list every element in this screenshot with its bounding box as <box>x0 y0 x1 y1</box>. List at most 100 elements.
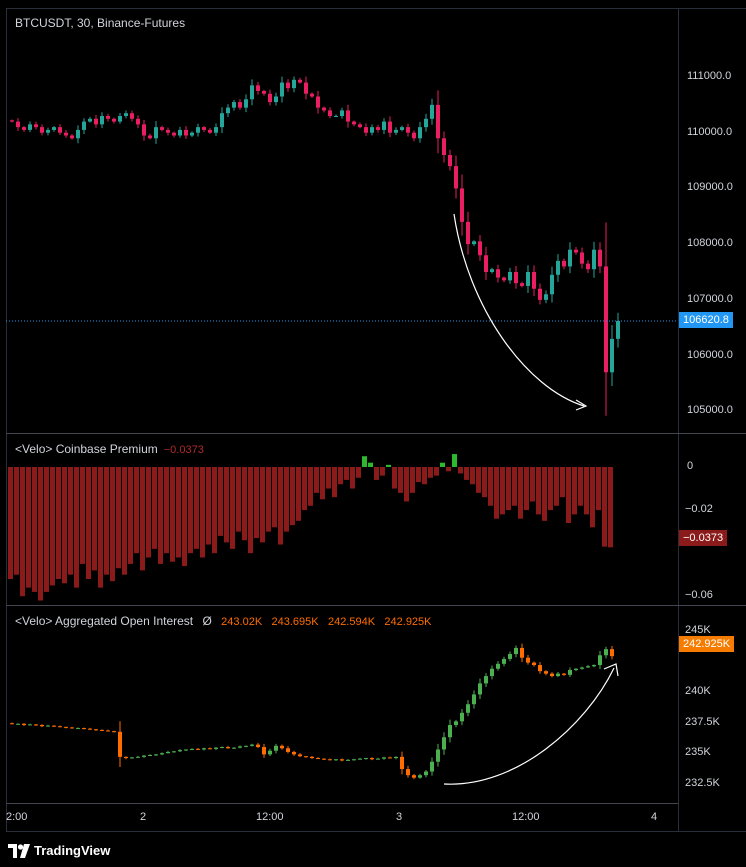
candle-body <box>196 127 200 133</box>
premium-bar <box>14 467 19 575</box>
premium-bar <box>110 467 115 582</box>
candle-body <box>358 758 362 760</box>
time-scale[interactable]: 2:00 2 12:00 3 12:00 4 <box>6 803 678 832</box>
premium-bar <box>50 467 55 586</box>
candle-body <box>484 676 488 684</box>
premium-bar <box>350 467 355 489</box>
premium-bar <box>74 467 79 588</box>
premium-bar <box>122 467 127 575</box>
candle-body <box>346 759 350 761</box>
premium-bar <box>314 467 319 493</box>
price-tick: 107000.0 <box>687 292 733 305</box>
tradingview-brand-text: TradingView <box>34 843 111 858</box>
tradingview-logo[interactable]: TradingView <box>8 843 110 858</box>
premium-scale[interactable]: 0 −0.02 −0.06 <box>679 434 746 605</box>
candle-body <box>610 649 614 657</box>
premium-bar <box>530 467 535 502</box>
premium-tick: −0.06 <box>685 589 713 602</box>
candle-body <box>616 321 620 339</box>
candle-body <box>112 118 116 122</box>
candle-body <box>136 118 140 125</box>
premium-bar <box>602 467 607 547</box>
open-interest-pane[interactable]: <Velo> Aggregated Open Interest Ø 243.02… <box>6 605 746 803</box>
candle-body <box>22 127 26 130</box>
premium-bar <box>170 467 175 562</box>
candle-body <box>118 116 122 122</box>
candle-body <box>460 188 464 222</box>
candle-body <box>16 121 20 128</box>
candle-body <box>574 668 578 670</box>
candle-body <box>448 725 452 738</box>
candle-body <box>580 667 584 669</box>
candle-body <box>154 754 158 756</box>
candle-body <box>52 127 56 130</box>
oi-tick: 235K <box>685 746 711 759</box>
premium-bar <box>176 467 181 558</box>
candle-body <box>58 726 62 728</box>
premium-bar <box>308 467 313 506</box>
candle-body <box>364 758 368 760</box>
candle-body <box>184 129 188 136</box>
candle-body <box>604 649 608 656</box>
candle-body <box>496 269 500 278</box>
candle-body <box>178 129 182 136</box>
candle-body <box>244 745 248 747</box>
premium-bar <box>290 467 295 526</box>
price-chart[interactable] <box>6 8 678 433</box>
candle-body <box>256 744 260 748</box>
premium-bar <box>566 467 571 523</box>
candle-body <box>40 725 44 727</box>
open-interest-chart[interactable] <box>6 606 678 803</box>
coinbase-premium-histogram[interactable] <box>6 434 678 605</box>
candle-body <box>118 731 122 757</box>
candle-body <box>190 748 194 750</box>
oi-low-value: 242.594K <box>327 616 376 628</box>
premium-bar <box>386 464 391 467</box>
candle-body <box>190 132 194 136</box>
oi-tick: 240K <box>685 684 711 697</box>
oi-close-value: 242.925K <box>384 616 432 628</box>
coinbase-premium-pane[interactable]: <Velo> Coinbase Premium −0.0373 <box>6 433 746 605</box>
main-price-pane[interactable]: BTCUSDT, 30, Binance-Futures <box>6 8 678 433</box>
candle-body <box>34 724 38 726</box>
price-tick: 111000.0 <box>687 70 732 82</box>
candle-body <box>250 744 254 746</box>
candle-body <box>202 127 206 130</box>
open-interest-scale[interactable]: 245K 240K 237.5K 235K 232.5K <box>679 606 746 803</box>
candle-body <box>274 96 278 103</box>
candle-body <box>82 728 86 730</box>
candle-body <box>70 135 74 139</box>
open-interest-symbol: Ø <box>202 614 212 628</box>
premium-bar <box>242 467 247 541</box>
symbol-title[interactable]: BTCUSDT, 30, Binance-Futures <box>15 16 186 30</box>
candle-body <box>10 723 14 725</box>
candle-body <box>598 655 602 666</box>
candle-body <box>88 728 92 730</box>
chart-frame <box>6 8 746 832</box>
candle-body <box>52 725 56 727</box>
candle-body <box>550 274 554 295</box>
candle-body <box>124 113 128 116</box>
coinbase-premium-title[interactable]: <Velo> Coinbase Premium −0.0373 <box>15 442 204 456</box>
oi-open-value: 243.02K <box>221 616 263 628</box>
candle-body <box>106 116 110 119</box>
premium-bar <box>362 456 367 467</box>
candle-body <box>598 249 602 267</box>
candle-body <box>76 728 80 730</box>
candle-body <box>394 756 398 759</box>
candle-body <box>406 127 410 133</box>
price-scale[interactable]: 111000.0 110000.0 109000.0 108000.0 107000.0… <box>679 8 746 433</box>
time-tick: 12:00 <box>512 811 540 823</box>
premium-bar <box>458 467 463 474</box>
candle-body <box>232 747 236 749</box>
candle-body <box>316 758 320 760</box>
open-interest-title[interactable]: <Velo> Aggregated Open Interest Ø 243.02… <box>15 614 432 628</box>
premium-bar <box>356 467 361 478</box>
premium-bar <box>392 467 397 489</box>
candle-body <box>16 723 20 725</box>
premium-bar <box>194 467 199 549</box>
premium-bar <box>296 467 301 521</box>
premium-bar <box>476 467 481 493</box>
premium-bar <box>338 467 343 485</box>
candle-body <box>334 116 338 117</box>
